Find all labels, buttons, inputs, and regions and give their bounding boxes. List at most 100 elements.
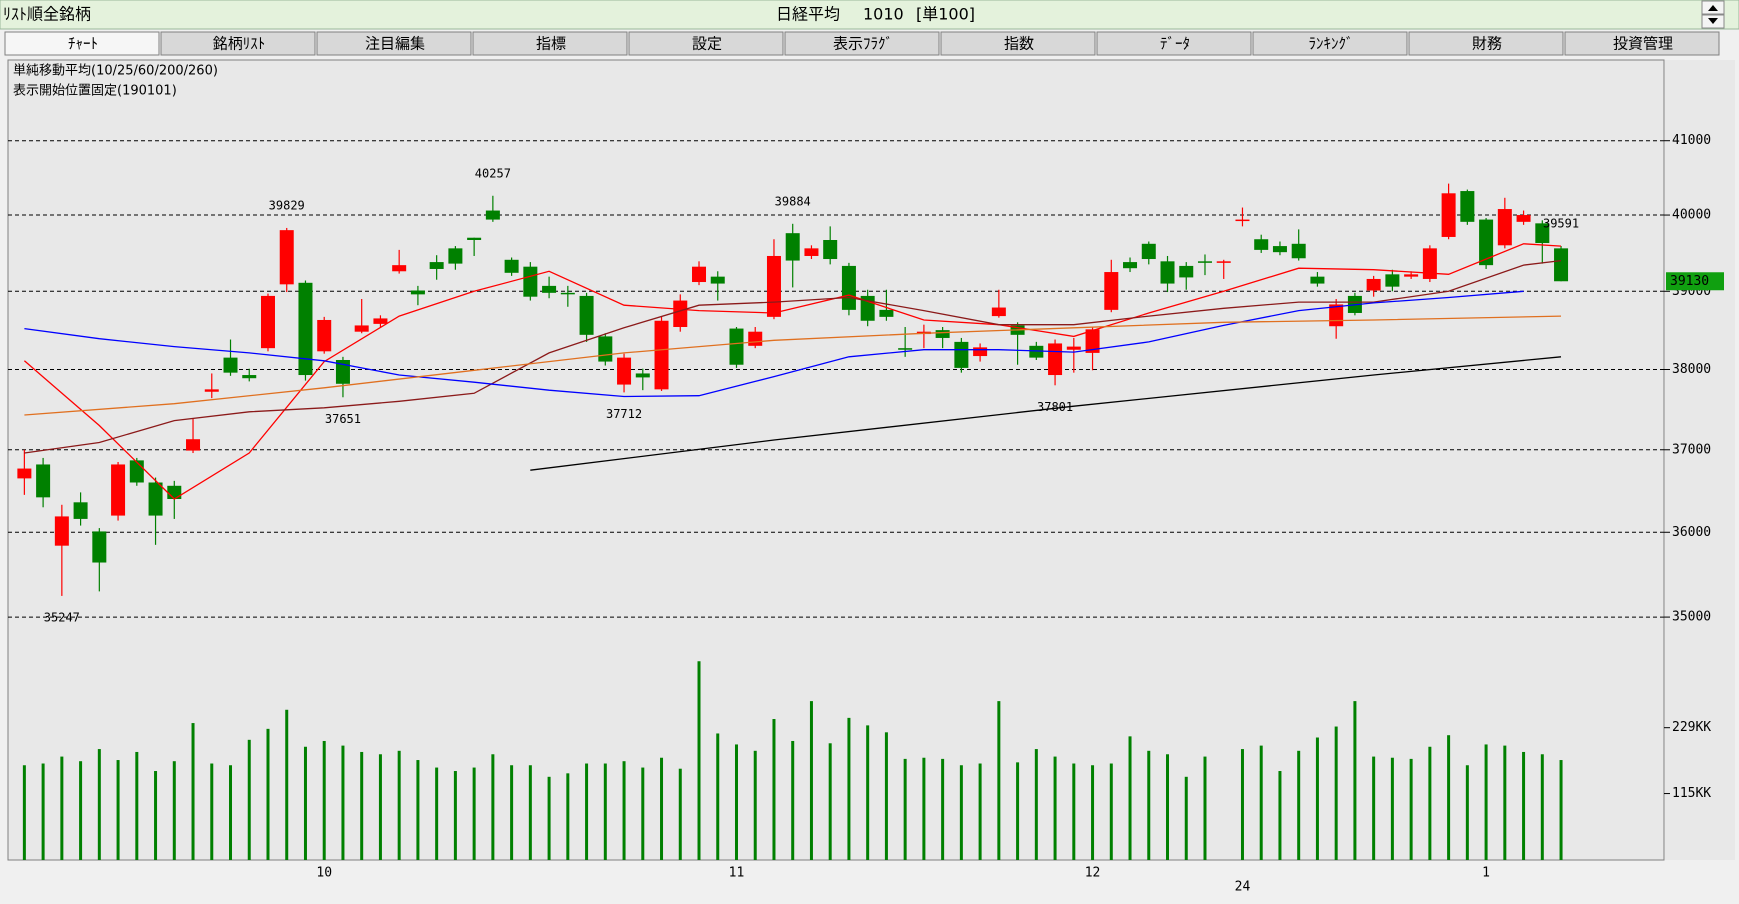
candle-body	[673, 300, 688, 328]
candle-body	[898, 348, 913, 350]
y-tick-label: 37000	[1672, 442, 1711, 457]
tab-label: 投資管理	[1613, 35, 1673, 53]
volume-bar	[60, 756, 64, 860]
candle-body	[1422, 248, 1437, 279]
tab[interactable]	[4, 31, 160, 56]
candle-body	[766, 255, 781, 317]
volume-bar	[22, 765, 26, 860]
volume-bar	[1091, 765, 1095, 860]
candle-body	[523, 266, 538, 297]
candle-body	[1366, 278, 1381, 291]
x-tick-label: 1	[1482, 866, 1490, 881]
volume-bar	[378, 754, 382, 860]
moving-average-line	[24, 259, 1562, 454]
candle-body	[617, 357, 632, 385]
candle-body	[748, 331, 763, 346]
volume-bar	[1016, 762, 1020, 860]
volume-bar	[828, 743, 832, 860]
tab[interactable]	[1564, 31, 1720, 56]
last-price-label: 39130	[1670, 274, 1709, 289]
volume-bar	[210, 763, 214, 860]
candle-body	[335, 359, 350, 384]
indicator-note: 単純移動平均(10/25/60/200/260)	[13, 63, 218, 79]
volume-bar	[791, 740, 795, 860]
volume-bar	[866, 725, 870, 860]
volume-bar	[641, 767, 645, 860]
tab[interactable]	[940, 31, 1096, 56]
volume-bar	[997, 701, 1001, 860]
tab-label: ﾁｬｰﾄ	[68, 35, 98, 53]
volume-bar	[1184, 776, 1188, 860]
volume-bar	[1278, 771, 1282, 860]
candle-body	[1104, 272, 1119, 310]
volume-bar	[847, 717, 851, 860]
tab[interactable]	[628, 31, 784, 56]
candle-body	[823, 239, 838, 260]
moving-average-line	[23, 243, 1562, 500]
volume-bar	[978, 763, 982, 860]
volume-bar	[734, 744, 738, 860]
volume-bar	[79, 761, 83, 860]
candle-body	[186, 439, 201, 451]
candle-body	[579, 295, 594, 335]
candle-body	[710, 276, 725, 284]
tab[interactable]	[1408, 31, 1564, 56]
volume-bar	[660, 757, 664, 860]
scroll-up-icon	[1708, 5, 1718, 11]
volume-bar	[1465, 765, 1469, 860]
tab[interactable]	[316, 31, 472, 56]
volume-bar	[229, 765, 233, 860]
volume-bar	[341, 745, 345, 860]
candle-body	[1497, 209, 1512, 246]
volume-bar	[172, 761, 176, 860]
volume-bar	[135, 751, 139, 860]
candle-body	[1385, 274, 1400, 287]
volume-bar	[154, 771, 158, 860]
position-note: 表示開始位置固定(190101)	[13, 84, 177, 99]
volume-bar	[809, 701, 813, 860]
y-tick-label: 40000	[1672, 208, 1711, 223]
candle-body	[36, 464, 51, 498]
candle-body	[1160, 261, 1175, 284]
tab-label: 注目編集	[365, 35, 425, 53]
candle-body	[973, 347, 988, 357]
candle-body	[785, 233, 800, 261]
candle-body	[729, 328, 744, 365]
x-tick-label: 10	[316, 866, 332, 881]
candle-body	[429, 262, 444, 269]
volume-bar	[903, 758, 907, 860]
candle-body	[129, 460, 144, 483]
tab[interactable]	[1096, 31, 1252, 56]
volume-bar	[1128, 736, 1132, 860]
volume-bar	[1484, 744, 1488, 860]
tab[interactable]	[784, 31, 940, 56]
volume-bar	[528, 765, 532, 860]
tab-label: 設定	[692, 35, 722, 53]
low-label: 37651	[325, 412, 361, 426]
volume-bar	[716, 733, 720, 860]
volume-bar	[360, 751, 364, 860]
tab[interactable]	[160, 31, 316, 56]
volume-bar	[1559, 760, 1563, 860]
candle-body	[1254, 239, 1269, 250]
candle-body	[879, 309, 894, 317]
tab-label: 銘柄ﾘｽﾄ	[213, 35, 266, 53]
volume-tick-label: 115KK	[1672, 786, 1711, 801]
candle-body	[1179, 265, 1194, 278]
candle-body	[991, 307, 1006, 317]
header-left: ﾘｽﾄ順全銘柄	[3, 5, 91, 24]
volume-bar	[622, 761, 626, 860]
candle-body	[92, 531, 107, 563]
volume-bar	[1240, 749, 1244, 860]
volume-bar	[1147, 750, 1151, 860]
candle-body	[410, 290, 425, 295]
header-unit: [単100]	[916, 5, 975, 24]
tab[interactable]	[1252, 31, 1408, 56]
candle-body	[1554, 248, 1569, 282]
volume-bar	[603, 763, 607, 860]
tab[interactable]	[472, 31, 628, 56]
tab-label: 表示ﾌﾗｸﾞ	[833, 35, 893, 53]
candle-body	[1441, 193, 1456, 237]
header-bar	[0, 0, 1739, 30]
volume-bar	[41, 763, 45, 860]
